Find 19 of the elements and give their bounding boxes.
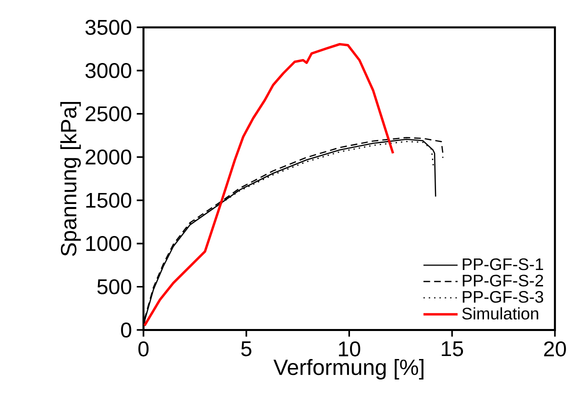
x-tick-label: 15 <box>442 341 464 356</box>
y-tick-label: 2500 <box>86 106 132 122</box>
legend-label: PP-GF-S-3 <box>462 290 544 303</box>
y-tick-label: 1500 <box>86 192 132 208</box>
legend-label: Simulation <box>462 307 538 320</box>
x-axis-title: Verformung [%] <box>273 358 424 380</box>
x-tick-label: 10 <box>338 341 360 356</box>
legend-label: PP-GF-S-1 <box>462 258 544 270</box>
x-tick-label: 20 <box>544 341 566 356</box>
y-tick-label: 500 <box>97 279 132 294</box>
y-tick-label: 3000 <box>85 63 132 78</box>
y-tick-label: 0 <box>121 322 132 338</box>
x-tick-label: 5 <box>241 341 252 356</box>
y-tick-label: 2000 <box>86 149 132 165</box>
y-tick-label: 1000 <box>86 236 132 252</box>
legend-label: PP-GF-S-2 <box>462 274 544 286</box>
x-tick-label: 0 <box>138 341 149 356</box>
y-tick-label: 3500 <box>85 20 132 35</box>
y-axis-title: Spannung [kPa] <box>60 102 81 256</box>
